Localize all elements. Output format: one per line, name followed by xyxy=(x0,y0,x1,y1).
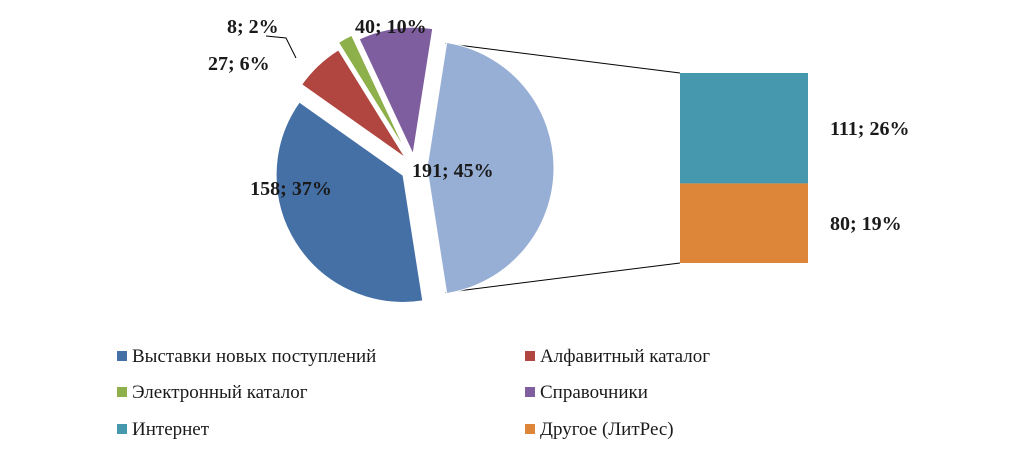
legend-swatch xyxy=(525,424,535,434)
pie-slice-alphabetic-catalog xyxy=(300,49,406,159)
legend-item-internet: Интернет xyxy=(117,419,210,440)
data-label-reference-books: 40; 10% xyxy=(355,16,427,38)
legend-item-new-arrivals: Выставки новых поступлений xyxy=(117,346,376,367)
data-label-new-arrivals: 158; 37% xyxy=(250,178,332,200)
leader-line-electronic-catalog xyxy=(265,35,297,59)
connector-line-bottom xyxy=(445,262,681,293)
legend-label: Справочники xyxy=(540,382,648,403)
legend-label: Интернет xyxy=(132,419,210,440)
legend-swatch xyxy=(117,351,127,361)
connector-line-top xyxy=(445,43,681,74)
legend-item-other-litres: Другое (ЛитРес) xyxy=(525,419,674,440)
legend-swatch xyxy=(525,351,535,361)
data-label-electronic-catalog: 8; 2% xyxy=(227,16,279,38)
legend-label: Электронный каталог xyxy=(132,382,308,403)
data-label-other: 191; 45% xyxy=(412,160,494,182)
legend-swatch xyxy=(117,387,127,397)
legend-item-reference-books: Справочники xyxy=(525,382,648,403)
legend-swatch xyxy=(525,387,535,397)
pie-slice-reference-books xyxy=(358,26,434,156)
legend-label: Другое (ЛитРес) xyxy=(540,419,674,440)
legend-label: Выставки новых поступлений xyxy=(132,346,376,367)
legend-item-alphabetic-catalog: Алфавитный каталог xyxy=(525,346,710,367)
bar-segment-other-litres xyxy=(680,183,808,263)
bar-segment-internet xyxy=(680,73,808,184)
legend-swatch xyxy=(117,424,127,434)
legend-item-electronic-catalog: Электронный каталог xyxy=(117,382,308,403)
data-label-internet: 111; 26% xyxy=(830,118,909,140)
data-label-other-litres: 80; 19% xyxy=(830,213,902,235)
legend-label: Алфавитный каталог xyxy=(540,346,710,367)
pie-slice-electronic-catalog xyxy=(337,34,406,151)
pie-slice-other xyxy=(426,41,555,295)
data-label-alphabetic-catalog: 27; 6% xyxy=(208,53,270,75)
pie-slice-new-arrivals xyxy=(275,101,424,303)
